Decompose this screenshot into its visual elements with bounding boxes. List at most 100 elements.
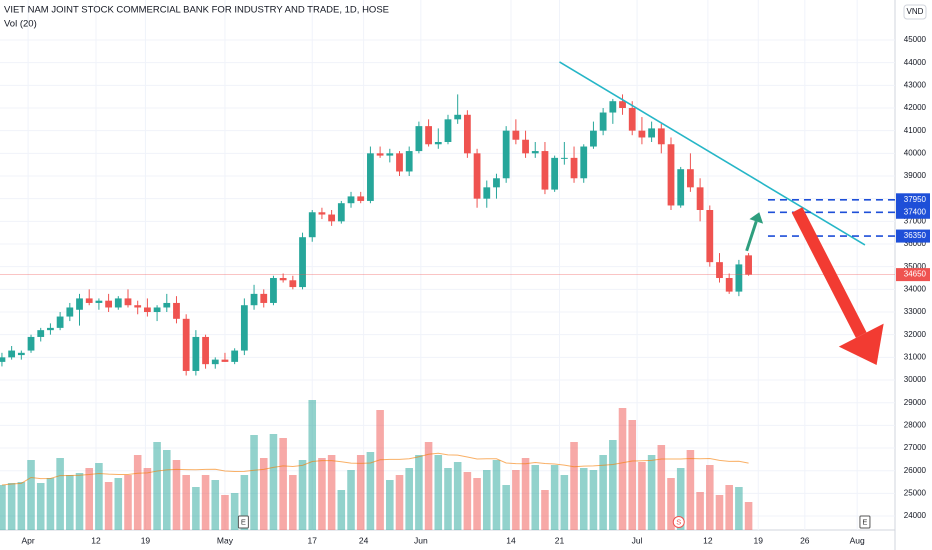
volume-bar xyxy=(560,475,569,530)
candle-body xyxy=(114,298,122,308)
volume-bar xyxy=(46,478,55,530)
volume-bar xyxy=(386,480,394,530)
event-label: E xyxy=(862,517,867,526)
y-tick-label: 32000 xyxy=(904,330,927,339)
candle-body xyxy=(376,153,384,156)
candle-body xyxy=(56,316,64,328)
currency-box[interactable] xyxy=(903,4,927,20)
volume-bar xyxy=(570,442,578,530)
volume-bar xyxy=(298,460,307,530)
volume-bar xyxy=(85,468,93,530)
candle-body xyxy=(143,307,151,313)
candle-body xyxy=(551,157,559,190)
volume-bar xyxy=(521,458,530,530)
candle-body xyxy=(619,101,626,108)
volume-bar xyxy=(424,442,433,530)
candle-body xyxy=(696,187,704,211)
volume-bar xyxy=(609,440,617,530)
volume-bar xyxy=(444,468,452,530)
volume-bar xyxy=(512,470,520,530)
volume-bar xyxy=(27,460,35,530)
candle-body xyxy=(231,350,239,362)
candle-body xyxy=(657,128,665,145)
candle-body xyxy=(502,130,510,179)
candle-body xyxy=(85,298,93,303)
volume-bar xyxy=(453,462,462,530)
y-tick-label: 27000 xyxy=(904,443,927,452)
volume-bar xyxy=(114,478,123,530)
down-arrow-head xyxy=(838,323,884,366)
x-tick-label: Apr xyxy=(22,535,35,545)
candle-body xyxy=(463,114,471,154)
x-tick-label: 12 xyxy=(91,535,101,545)
subtitle: Vol (20) xyxy=(4,19,37,30)
candle-body xyxy=(221,359,229,362)
y-tick-label: 43000 xyxy=(904,80,927,89)
volume-bar xyxy=(463,472,472,530)
candle-body xyxy=(434,141,442,145)
candle-body xyxy=(27,336,35,351)
volume-bar xyxy=(124,475,132,530)
volume-bar xyxy=(289,475,297,530)
volume-bar xyxy=(492,460,501,530)
candle-body xyxy=(716,262,723,279)
volume-bar xyxy=(318,458,326,530)
currency[interactable]: VND xyxy=(907,7,924,16)
volume-bar xyxy=(657,445,666,530)
event-marker xyxy=(859,515,871,529)
y-tick-label: 42000 xyxy=(904,103,927,112)
candle-body xyxy=(163,302,171,308)
chart-title: VIET NAM JOINT STOCK COMMERCIAL BANK FOR… xyxy=(4,5,389,16)
y-tick-label: 34000 xyxy=(904,284,927,293)
volume-bar xyxy=(405,468,413,530)
volume-bar xyxy=(579,468,588,530)
volume-bar xyxy=(133,455,142,530)
last-price-label: 34650 xyxy=(904,270,927,279)
volume-bar xyxy=(502,485,510,530)
event-marker xyxy=(672,516,685,528)
axes: 24000 25000 26000 27000 28000 29000 30000 31000… xyxy=(22,35,930,545)
candle-body xyxy=(17,352,25,356)
candle-body xyxy=(270,278,277,303)
candle-body xyxy=(493,178,500,188)
volume-bar xyxy=(735,487,743,530)
candle-body xyxy=(105,300,112,308)
y-tick-label: 37000 xyxy=(904,216,927,225)
volume-bar xyxy=(744,502,753,530)
x-tick-label: 26 xyxy=(800,535,810,545)
x-tick-label: 14 xyxy=(506,535,516,545)
candle-body xyxy=(134,305,142,308)
x-tick-label: 17 xyxy=(307,535,317,545)
event-marker xyxy=(237,515,249,529)
volume-bar xyxy=(0,485,6,530)
volume-bar xyxy=(356,455,365,530)
volume-bar xyxy=(104,482,113,530)
volume-bar xyxy=(75,473,84,530)
trendline xyxy=(559,61,866,246)
x-tick-label: Jun xyxy=(414,535,428,545)
volume-bar xyxy=(153,442,161,530)
candle-body xyxy=(202,336,209,365)
volume-bar xyxy=(201,475,210,530)
volume-bar xyxy=(725,485,733,530)
candle-body xyxy=(570,157,578,179)
x-tick-label: Aug xyxy=(850,535,865,545)
last-price-box xyxy=(896,268,930,282)
x-tick-label: 19 xyxy=(141,535,151,545)
candle-body xyxy=(706,210,714,263)
candle-body xyxy=(66,307,74,317)
event-label: E xyxy=(241,517,246,526)
volume-ma xyxy=(1,452,749,486)
volume-bar xyxy=(211,480,220,530)
candle-body xyxy=(318,212,326,215)
candle-body xyxy=(580,146,588,179)
level-box xyxy=(896,205,930,219)
volume-bar xyxy=(628,420,637,530)
candle-body xyxy=(483,187,491,199)
event-label: S xyxy=(676,517,681,526)
volume-bar xyxy=(240,475,249,530)
volume-bar xyxy=(686,450,695,530)
volume-bar xyxy=(618,408,627,530)
candle-body xyxy=(687,169,694,188)
